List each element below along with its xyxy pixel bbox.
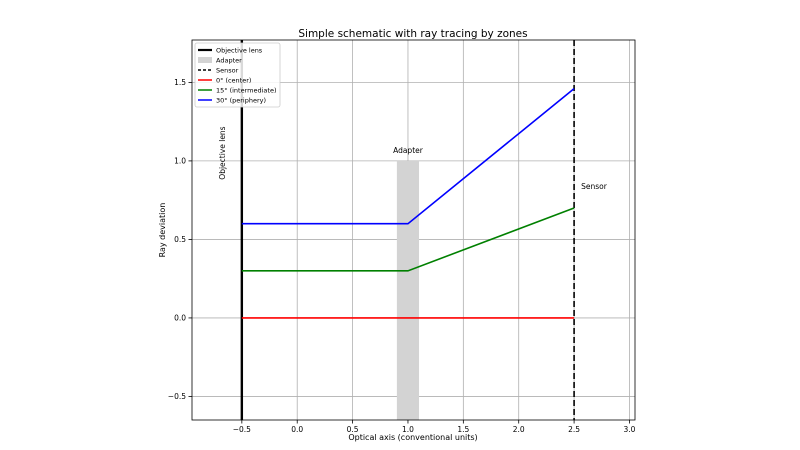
axes: −0.5 0.0 0.5 1.0 1.5 2.0 2.5 3.0 −0.5 0.0 0.5 1.0 1.…: [168, 39, 636, 434]
y-axis-label: Ray deviation: [158, 203, 167, 258]
x-tick-label: 3.0: [623, 425, 635, 434]
legend: Objective lens Adapter Sensor 0° (center) 15…: [194, 42, 281, 108]
y-tick-label: −0.5: [168, 392, 186, 401]
x-tick-label: 1.0: [402, 425, 414, 434]
legend-label: Sensor: [216, 66, 239, 74]
legend-label: 30° (periphery): [216, 96, 266, 104]
legend-label: 0° (center): [216, 76, 251, 84]
legend-item: Sensor: [198, 66, 239, 74]
x-tick-label: 2.0: [513, 425, 525, 434]
series-line: [241, 88, 575, 225]
legend-item: 15° (intermediate): [198, 86, 276, 94]
series-line: [241, 207, 575, 272]
x-tick-label: 0.5: [347, 425, 359, 434]
legend-item: 0° (center): [198, 76, 251, 84]
legend-item: Adapter: [198, 56, 242, 64]
x-tick-label: −0.5: [233, 425, 251, 434]
adapter-label: Adapter: [393, 146, 424, 155]
x-tick-label: 0.0: [291, 425, 303, 434]
y-tick-label: 0.0: [174, 314, 186, 323]
y-tick-label: 0.5: [174, 235, 186, 244]
series-lines: [241, 88, 575, 319]
y-tick-label: 1.5: [174, 78, 186, 87]
adapter-band: [396, 160, 420, 420]
annotations: Adapter Objective lens Sensor: [218, 40, 608, 420]
objective-lens-label: Objective lens: [218, 126, 227, 179]
x-tick-label: 2.5: [568, 425, 580, 434]
legend-label: Adapter: [216, 56, 242, 64]
legend-label: 15° (intermediate): [216, 86, 276, 94]
x-axis-label: Optical axis (conventional units): [348, 433, 477, 442]
legend-label: Objective lens: [216, 46, 263, 54]
y-tick-label: 1.0: [174, 157, 186, 166]
legend-item: 30° (periphery): [198, 96, 266, 104]
chart-title: Simple schematic with ray tracing by zon…: [298, 28, 527, 40]
legend-box: [194, 42, 281, 108]
sensor-label: Sensor: [581, 182, 608, 191]
plot-frame: [191, 39, 636, 421]
legend-swatch: [198, 57, 212, 63]
x-tick-label: 1.5: [457, 425, 469, 434]
legend-item: Objective lens: [198, 46, 263, 54]
